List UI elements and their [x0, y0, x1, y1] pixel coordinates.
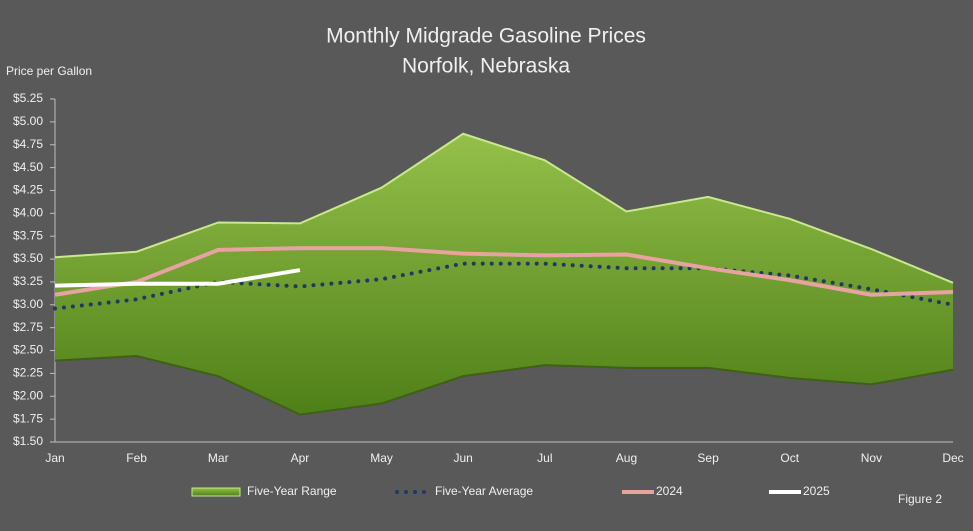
- y-tick-label: $4.25: [13, 183, 43, 197]
- x-tick-label: Sep: [697, 451, 719, 465]
- x-tick-label: Jan: [45, 451, 64, 465]
- y-tick-label: $5.00: [13, 114, 43, 128]
- y-tick-label: $3.75: [13, 228, 43, 242]
- y-tick-label: $5.25: [13, 91, 43, 105]
- y-tick-label: $3.25: [13, 274, 43, 288]
- x-tick-label: Nov: [861, 451, 882, 465]
- range-low-edge: [54, 355, 954, 416]
- y-tick-label: $2.75: [13, 320, 43, 334]
- y-axis-label: Price per Gallon: [6, 64, 92, 78]
- y-tick-label: $3.50: [13, 251, 43, 265]
- series-line: [54, 246, 954, 297]
- chart-title: Monthly Midgrade Gasoline Prices: [326, 25, 646, 48]
- chart-subtitle: Norfolk, Nebraska: [402, 55, 570, 78]
- x-tick-label: Apr: [291, 451, 310, 465]
- y-tick-label: $1.50: [13, 434, 43, 448]
- figure-note: Figure 2: [898, 492, 942, 506]
- series-line: [54, 268, 301, 288]
- y-tick-label: $2.00: [13, 388, 43, 402]
- legend-label: 2025: [803, 484, 830, 498]
- legend-label: Five-Year Average: [435, 484, 533, 498]
- x-tick-label: Aug: [616, 451, 637, 465]
- x-tick-label: May: [370, 451, 393, 465]
- range-area: [55, 133, 953, 415]
- y-tick-label: $2.25: [13, 366, 43, 380]
- x-tick-label: Oct: [780, 451, 799, 465]
- x-tick-label: Dec: [942, 451, 963, 465]
- x-tick-label: Jun: [454, 451, 473, 465]
- legend-label: 2024: [656, 484, 683, 498]
- x-tick-label: Mar: [208, 451, 229, 465]
- y-tick-label: $3.00: [13, 297, 43, 311]
- x-tick-label: Jul: [537, 451, 552, 465]
- legend-swatch: [191, 487, 241, 497]
- y-tick-label: $4.50: [13, 160, 43, 174]
- range-high-edge: [54, 132, 954, 284]
- x-tick-label: Feb: [126, 451, 147, 465]
- y-tick-label: $1.75: [13, 411, 43, 425]
- y-tick-label: $2.50: [13, 343, 43, 357]
- y-tick-label: $4.00: [13, 206, 43, 220]
- y-tick-label: $4.75: [13, 137, 43, 151]
- legend-label: Five-Year Range: [247, 484, 337, 498]
